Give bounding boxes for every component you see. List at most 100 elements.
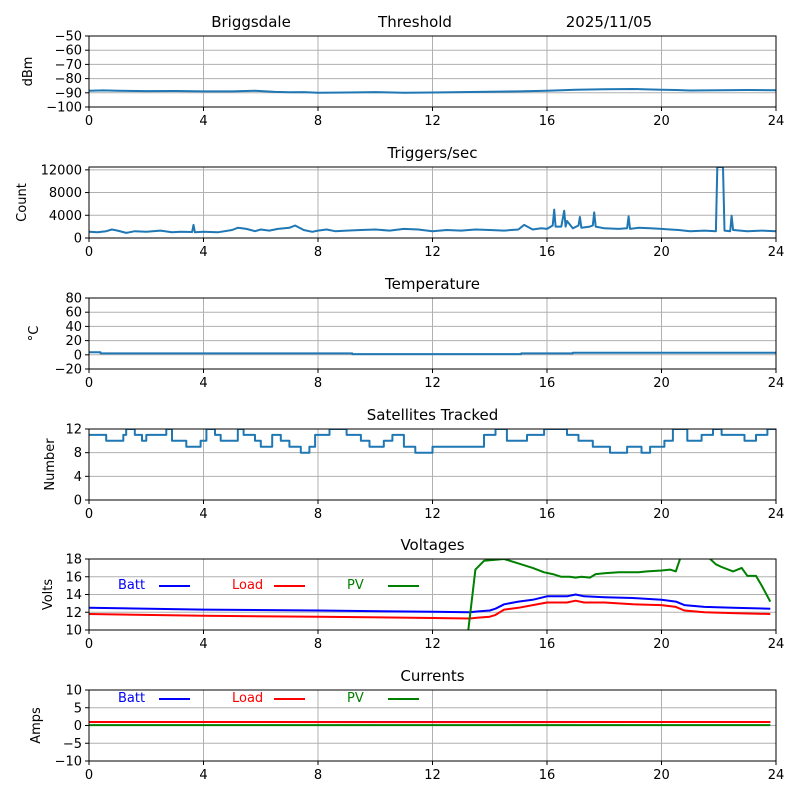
signal-panel: 0 4 8 12 16 20 24 −100−90−80−70−60−50 dBm [21,30,784,130]
satellites-panel: 0 4 8 12 16 20 24 0 4 8 12 Number Satellites Tracked [43,406,784,522]
x-tick-label: 4 [199,245,207,260]
series-line-signal [89,88,776,94]
x-tick-label: 0 [85,114,93,129]
y-axis-label: °C [27,326,42,342]
legend-label-batt: Batt [118,691,145,706]
series-line-batt [89,593,771,614]
x-tick-label: 0 [85,245,93,260]
x-tick-label: 24 [768,637,785,652]
panel-title: Currents [400,667,464,685]
y-tick-label: 14 [65,588,82,603]
x-tick-label: 20 [653,376,670,391]
y-tick-label: −90 [55,86,82,101]
y-tick-label: 0 [74,494,82,509]
x-tick-label: 8 [314,507,322,522]
x-tick-label: 24 [768,768,785,783]
panel-title: Satellites Tracked [367,406,498,424]
x-tick-label: 0 [85,507,93,522]
y-tick-label: 40 [65,320,82,335]
series-group [89,559,772,630]
x-tick-label: 4 [199,768,207,783]
voltages-panel: 0 4 8 12 16 20 24 10 12 14 16 18 Volts Voltages Batt Lo… [41,536,784,652]
series-line-satellites [89,429,776,454]
mode-title: Threshold [377,13,452,31]
y-tick-label: 5 [74,701,82,716]
x-tick-label: 8 [314,245,322,260]
x-tick-label: 0 [85,768,93,783]
series-group [89,351,776,356]
x-tick-label: 4 [199,507,207,522]
legend-label-pv: PV [347,691,364,706]
series-group [89,88,776,94]
x-tick-label: 8 [314,768,322,783]
y-tick-label: 10 [65,624,82,639]
x-tick-label: 4 [199,637,207,652]
x-tick-label: 24 [768,376,785,391]
series-line-triggers [89,167,776,234]
y-tick-label: 12 [65,606,82,621]
y-tick-label: −100 [46,101,82,116]
y-axis-label: Amps [29,707,44,744]
x-tick-label: 24 [768,245,785,260]
triggers-panel: 0 4 8 12 16 20 24 0 4000 8000 12000 Count Triggers/s… [15,144,784,260]
y-tick-label: 8000 [49,186,82,201]
x-tick-label: 16 [539,768,556,783]
series-group [89,721,771,727]
panel-title: Temperature [384,275,480,293]
y-tick-label: −20 [55,363,82,378]
y-tick-label: 0 [74,348,82,363]
x-tick-label: 4 [199,376,207,391]
y-tick-label: 0 [74,232,82,247]
y-axis-label: Count [15,183,30,222]
y-tick-label: −50 [55,30,82,45]
x-tick-label: 4 [199,114,207,129]
legend-label-batt: Batt [118,578,145,593]
x-tick-label: 16 [539,376,556,391]
x-tick-label: 8 [314,114,322,129]
y-tick-label: 12000 [41,163,82,178]
x-tick-label: 8 [314,376,322,391]
y-tick-label: 12 [65,423,82,438]
series-line-pv [467,559,772,630]
x-tick-label: 12 [424,507,441,522]
y-tick-label: 10 [65,684,82,699]
station-title: Briggsdale [211,13,291,31]
x-tick-label: 0 [85,376,93,391]
y-axis-label: Number [43,438,58,491]
x-tick-label: 16 [539,245,556,260]
legend-label-load: Load [232,691,263,706]
x-tick-label: 16 [539,114,556,129]
x-tick-label: 12 [424,114,441,129]
legend-label-pv: PV [347,578,364,593]
series-group [89,167,776,234]
legend-label-load: Load [232,578,263,593]
x-tick-label: 8 [314,637,322,652]
x-tick-label: 24 [768,507,785,522]
panel-title: Voltages [400,536,464,554]
currents-panel: 0 4 8 12 16 20 24 −10 −5 0 5 10 Amps Currents Batt Load… [29,667,784,783]
series-line-temperature [89,351,776,356]
x-tick-label: 0 [85,637,93,652]
x-tick-label: 16 [539,637,556,652]
y-axis-label: dBm [21,57,36,87]
y-tick-label: 18 [65,553,82,568]
x-tick-label: 16 [539,507,556,522]
y-tick-label: −70 [55,58,82,73]
y-tick-label: 20 [65,334,82,349]
y-tick-label: 60 [65,306,82,321]
x-tick-label: 24 [768,114,785,129]
y-tick-label: −10 [55,755,82,770]
y-tick-label: −80 [55,72,82,87]
x-tick-label: 12 [424,637,441,652]
y-tick-label: −5 [63,737,82,752]
x-tick-label: 12 [424,376,441,391]
panel-title: Triggers/sec [387,144,478,162]
x-tick-label: 20 [653,768,670,783]
series-line-load [89,599,771,620]
x-tick-label: 12 [424,768,441,783]
y-tick-label: 80 [65,292,82,307]
x-tick-label: 20 [653,245,670,260]
x-tick-label: 20 [653,507,670,522]
